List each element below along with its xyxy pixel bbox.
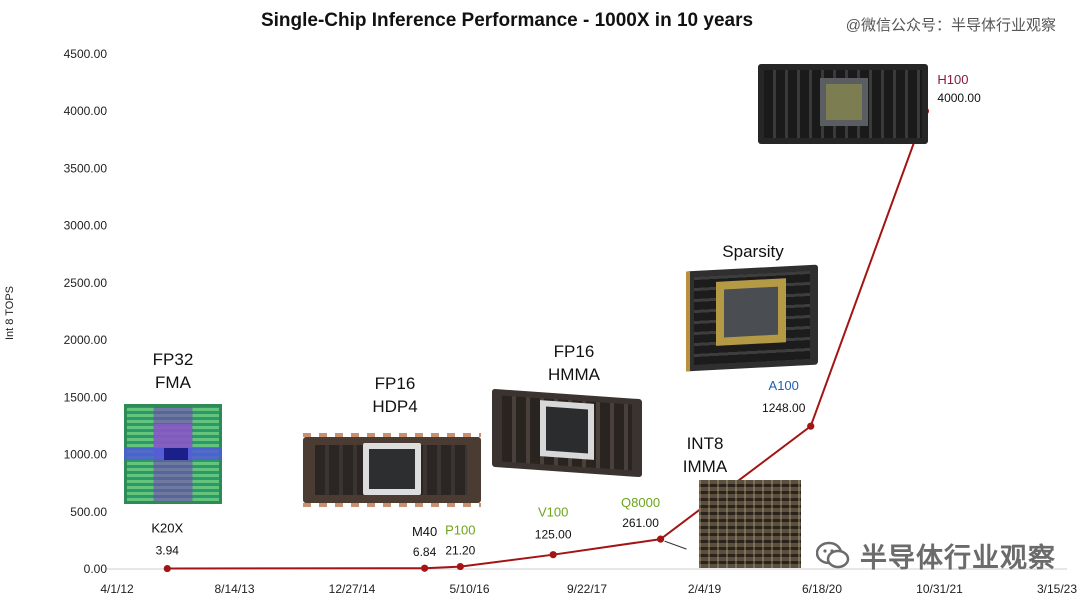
- y-tick-label: 1500.00: [64, 390, 108, 404]
- x-tick-label: 12/27/14: [329, 582, 376, 596]
- data-point: [549, 551, 557, 559]
- x-tick-label: 2/4/19: [688, 582, 722, 596]
- y-tick-label: 2000.00: [64, 333, 108, 347]
- y-tick-label: 2500.00: [64, 276, 108, 290]
- x-tick-label: 5/10/16: [449, 582, 489, 596]
- data-label: 261.00: [622, 516, 659, 530]
- turing-die-image: [699, 480, 801, 568]
- data-label: 1248.00: [762, 401, 806, 415]
- data-point: [163, 564, 171, 573]
- y-tick-label: 1000.00: [64, 448, 108, 462]
- annotation-sparsity: Sparsity: [722, 242, 784, 261]
- v100-board-image: [492, 388, 642, 478]
- data-point-name: K20X: [151, 521, 183, 536]
- x-tick-label: 6/18/20: [802, 582, 842, 596]
- y-tick-label: 4500.00: [64, 47, 108, 61]
- y-tick-label: 3500.00: [64, 161, 108, 175]
- data-point-name: Q8000: [621, 495, 660, 510]
- data-point-name: A100: [769, 378, 799, 393]
- annotation-fp16-hdp4: FP16 HDP4: [372, 374, 418, 416]
- data-label: 3.94: [156, 544, 180, 558]
- data-point: [807, 422, 815, 430]
- h100-board-image: [758, 64, 928, 144]
- data-point-name: V100: [538, 505, 568, 520]
- watermark-top: @微信公众号：半导体行业观察: [845, 17, 1056, 34]
- data-label: 6.84: [413, 545, 437, 559]
- chart-title: Single-Chip Inference Performance - 1000…: [260, 10, 754, 31]
- y-tick-label: 4000.00: [64, 104, 108, 118]
- y-tick-label: 0.00: [84, 562, 108, 576]
- data-label: 125.00: [535, 528, 572, 542]
- data-point-name: M40: [412, 524, 437, 539]
- x-tick-label: 8/14/13: [214, 582, 254, 596]
- x-tick-label: 4/1/12: [100, 582, 134, 596]
- x-tick-label: 9/22/17: [567, 582, 607, 596]
- data-point: [456, 562, 464, 571]
- data-point-name: H100: [937, 72, 968, 87]
- data-label: 21.20: [445, 544, 475, 558]
- a100-board-image: [686, 264, 818, 372]
- y-tick-label: 500.00: [70, 505, 107, 519]
- m40-board-image: [303, 433, 481, 507]
- wechat-icon: [816, 541, 850, 568]
- data-label: 4000.00: [937, 91, 981, 105]
- annotation-int8-imma: INT8 IMMA: [682, 434, 728, 476]
- data-point-name: P100: [445, 523, 475, 538]
- y-tick-label: 3000.00: [64, 219, 108, 233]
- annotation-fp32-fma: FP32 FMA: [152, 350, 194, 392]
- data-point: [421, 564, 429, 572]
- x-tick-label: 3/15/23: [1037, 582, 1077, 596]
- data-point: [656, 535, 665, 543]
- x-tick-label: 10/31/21: [916, 582, 963, 596]
- watermark-bottom: 半导体行业观察: [816, 536, 1056, 575]
- annotation-fp16-hmma: FP16 HMMA: [548, 342, 600, 384]
- q8000-leader-line: [664, 540, 687, 550]
- k20x-chip-image: [124, 404, 222, 504]
